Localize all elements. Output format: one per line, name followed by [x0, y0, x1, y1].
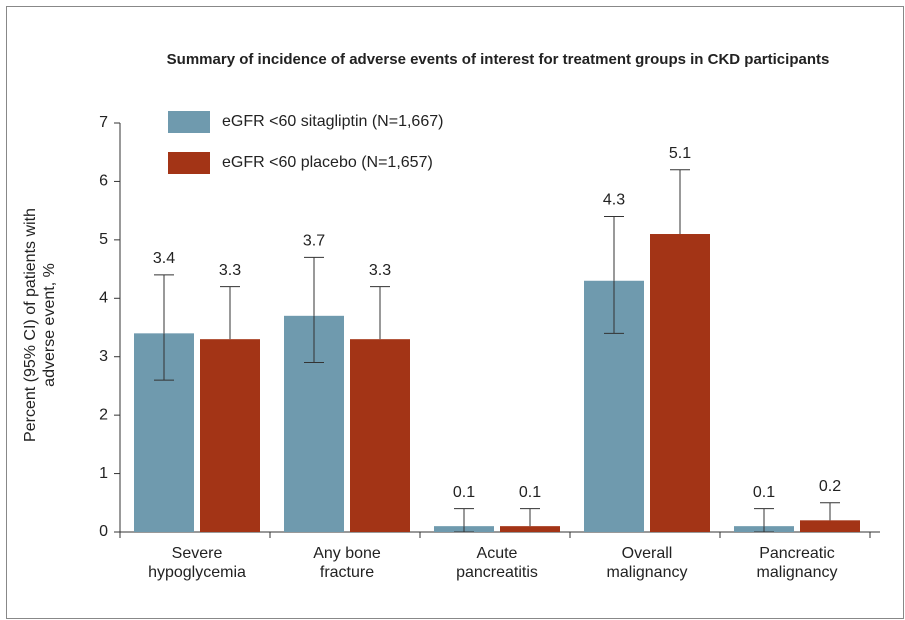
x-tick-label: Overall malignancy	[606, 545, 688, 581]
y-axis-label: Percent (95% CI) of patients with advers…	[21, 175, 59, 475]
legend-swatch	[168, 111, 210, 133]
x-tick-label: Severe hypoglycemia	[148, 545, 246, 581]
x-tick-label: Acute pancreatitis	[456, 545, 538, 581]
x-tick-label: Pancreatic malignancy	[756, 545, 838, 581]
bar	[200, 339, 260, 532]
y-tick-label: 0	[99, 523, 108, 540]
value-label: 4.3	[603, 192, 625, 209]
value-label: 3.4	[153, 250, 175, 267]
legend-label: eGFR <60 placebo (N=1,657)	[222, 154, 433, 171]
bar	[800, 520, 860, 532]
legend-label: eGFR <60 sitagliptin (N=1,667)	[222, 113, 443, 130]
y-tick-label: 1	[99, 465, 108, 482]
value-label: 0.1	[519, 484, 541, 501]
legend-swatch	[168, 152, 210, 174]
y-axis-label-line: adverse event, %	[41, 263, 58, 387]
bar	[500, 526, 560, 532]
y-tick-label: 4	[99, 290, 108, 307]
value-label: 0.1	[753, 484, 775, 501]
y-tick-label: 6	[99, 173, 108, 190]
frame	[6, 6, 904, 619]
value-label: 0.2	[819, 478, 841, 495]
y-axis-label-line: Percent (95% CI) of patients with	[22, 208, 39, 442]
y-tick-label: 5	[99, 231, 108, 248]
value-label: 3.3	[369, 262, 391, 279]
bar	[350, 339, 410, 532]
y-tick-label: 2	[99, 406, 108, 423]
y-tick-label: 7	[99, 114, 108, 131]
bar	[650, 234, 710, 532]
x-tick-label: Any bone fracture	[313, 545, 381, 581]
value-label: 3.7	[303, 233, 325, 250]
y-tick-label: 3	[99, 348, 108, 365]
chart-title: Summary of incidence of adverse events o…	[167, 51, 830, 68]
value-label: 3.3	[219, 262, 241, 279]
value-label: 0.1	[453, 484, 475, 501]
value-label: 5.1	[669, 145, 691, 162]
